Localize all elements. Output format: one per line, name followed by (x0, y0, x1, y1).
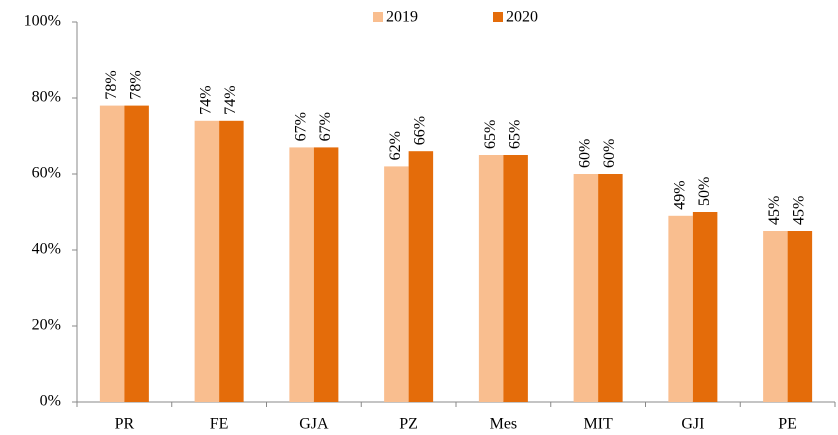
bar (289, 147, 314, 402)
bar (384, 166, 409, 402)
x-tick-label: PR (115, 416, 135, 433)
x-tick-label: FE (210, 416, 229, 433)
bar (598, 174, 623, 402)
value-label: 50% (696, 177, 713, 206)
legend-label: 2019 (386, 9, 418, 26)
value-label: 78% (103, 70, 120, 99)
value-label: 45% (791, 196, 808, 225)
bar (787, 231, 813, 402)
bar (763, 231, 788, 402)
value-label: 60% (601, 139, 618, 168)
bar (692, 212, 718, 402)
value-label: 65% (506, 120, 523, 149)
bar (99, 105, 125, 402)
value-label: 65% (482, 120, 499, 149)
value-label: 62% (387, 131, 404, 160)
value-label: 60% (577, 139, 594, 168)
x-tick-label: Mes (490, 416, 518, 433)
value-label: 49% (671, 180, 688, 209)
value-label: 67% (292, 112, 309, 141)
bar (219, 120, 244, 403)
bar (313, 147, 339, 402)
x-tick-label: GJA (299, 416, 329, 433)
y-tick-label: 20% (32, 317, 61, 334)
value-label: 74% (198, 85, 215, 114)
y-tick-label: 100% (24, 13, 61, 30)
bar (668, 215, 693, 402)
legend-swatch (493, 12, 503, 22)
bar (124, 105, 149, 402)
y-tick-label: 40% (32, 241, 61, 258)
legend-label: 2020 (506, 9, 538, 26)
value-label: 66% (412, 116, 429, 145)
bar (408, 151, 434, 402)
legend-swatch (373, 12, 383, 22)
bar (573, 174, 599, 402)
bar (503, 155, 528, 402)
y-tick-label: 0% (40, 393, 61, 410)
value-label: 74% (222, 85, 239, 114)
value-label: 67% (317, 112, 334, 141)
x-tick-label: PZ (399, 416, 418, 433)
x-tick-label: GJI (681, 416, 704, 433)
x-tick-label: MIT (583, 416, 613, 433)
y-tick-label: 80% (32, 89, 61, 106)
value-label: 45% (766, 196, 783, 225)
x-tick-label: PE (778, 416, 797, 433)
bar (478, 155, 504, 402)
y-tick-label: 60% (32, 165, 61, 182)
bar (194, 120, 220, 403)
value-label: 78% (127, 70, 144, 99)
